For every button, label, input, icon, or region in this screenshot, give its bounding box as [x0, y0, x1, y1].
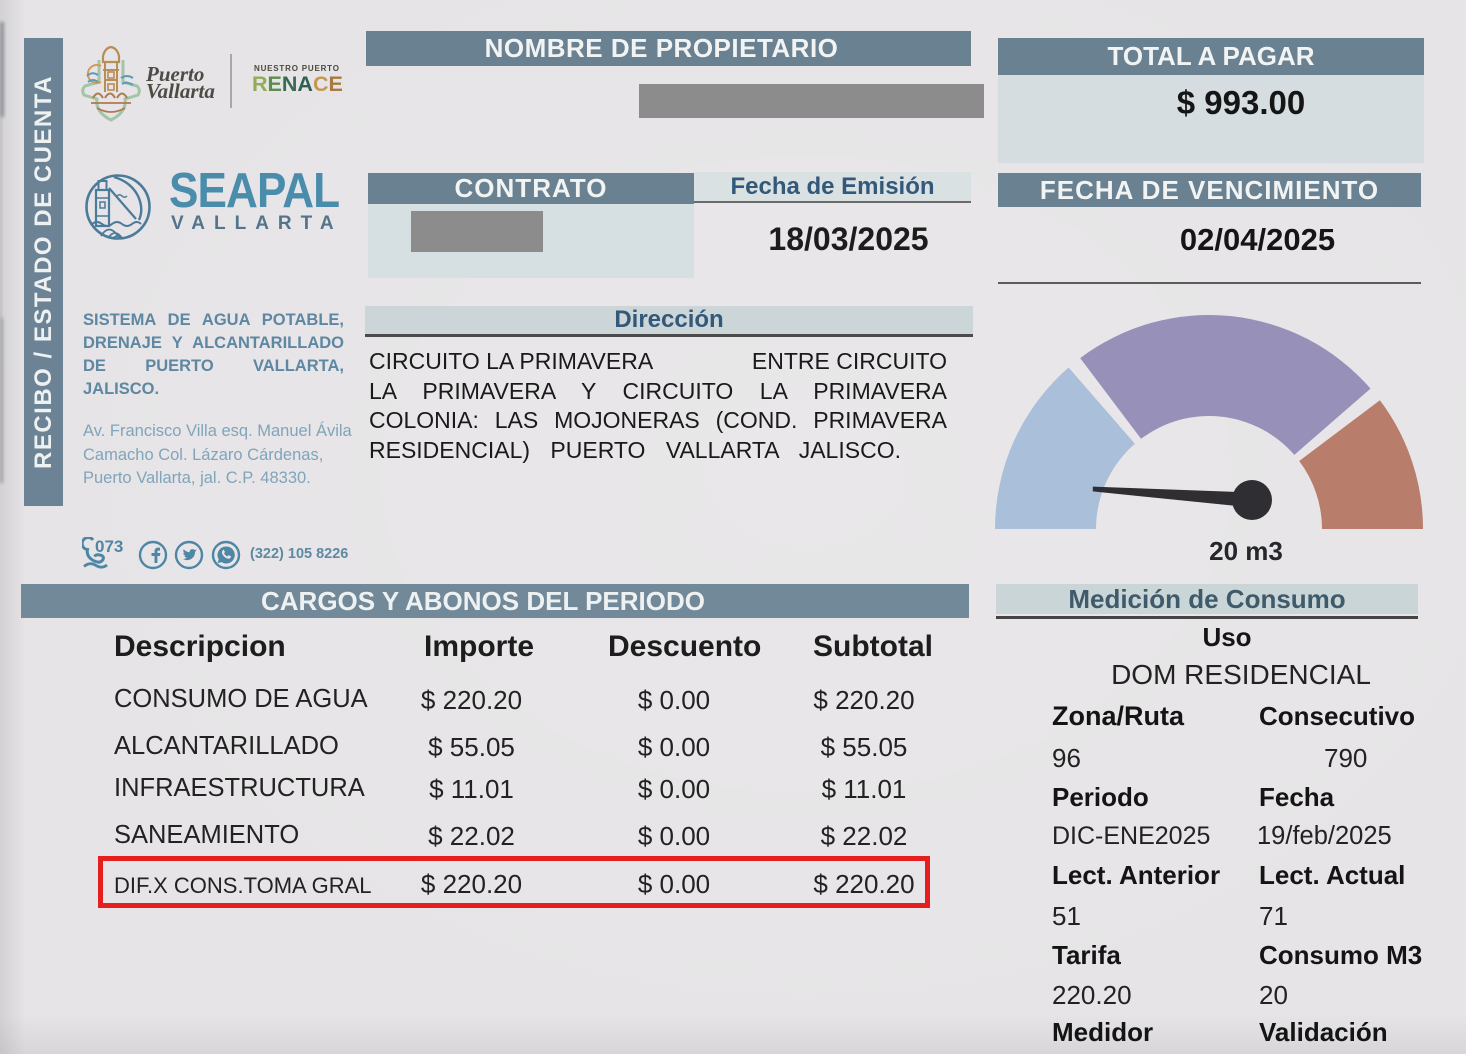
svg-text:073: 073 — [95, 537, 123, 556]
